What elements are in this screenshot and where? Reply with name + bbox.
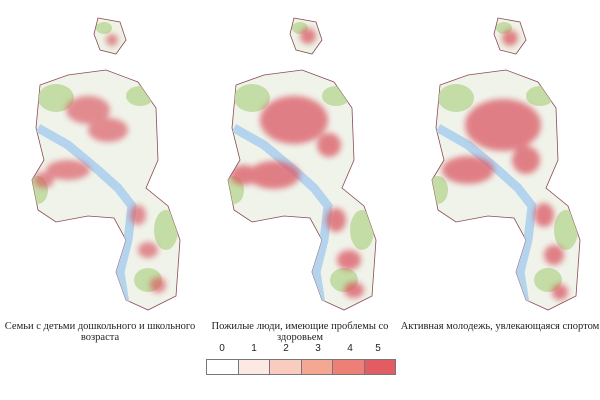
legend-swatch-1 — [238, 360, 270, 374]
city-heatmap-youth — [431, 17, 581, 311]
city-heatmap-families — [31, 17, 181, 311]
legend-swatch-5 — [364, 360, 395, 374]
legend-color-bar — [206, 359, 396, 375]
legend-label-3: 3 — [315, 343, 321, 354]
river — [435, 124, 537, 310]
heat-spots — [34, 34, 166, 293]
caption-youth: Активная молодежь, увлекающаяся спортом — [400, 321, 600, 332]
heat-spots — [442, 30, 568, 300]
legend-label-5: 5 — [375, 343, 381, 354]
caption-elderly: Пожилые люди, имеющие проблемы со здоров… — [211, 321, 389, 343]
legend-swatch-4 — [333, 360, 365, 374]
legend-swatch-0 — [207, 360, 239, 374]
legend-label-4: 4 — [347, 343, 353, 354]
greenery-areas — [32, 22, 178, 292]
heat-legend: 0 1 2 3 4 5 — [206, 343, 396, 377]
legend-label-0: 0 — [219, 343, 225, 354]
map-panel-elderly — [204, 10, 392, 322]
map-panel-families — [8, 10, 196, 322]
caption-families: Семьи с детьми дошкольного и школьного в… — [4, 321, 196, 343]
heat-spots — [230, 28, 364, 298]
river — [231, 124, 333, 310]
map-panel-youth — [408, 10, 596, 322]
legend-label-2: 2 — [283, 343, 289, 354]
legend-swatch-3 — [301, 360, 333, 374]
legend-label-1: 1 — [251, 343, 257, 354]
city-heatmap-elderly — [227, 17, 377, 311]
legend-labels: 0 1 2 3 4 5 — [206, 343, 396, 357]
legend-swatch-2 — [270, 360, 302, 374]
river — [35, 124, 137, 310]
